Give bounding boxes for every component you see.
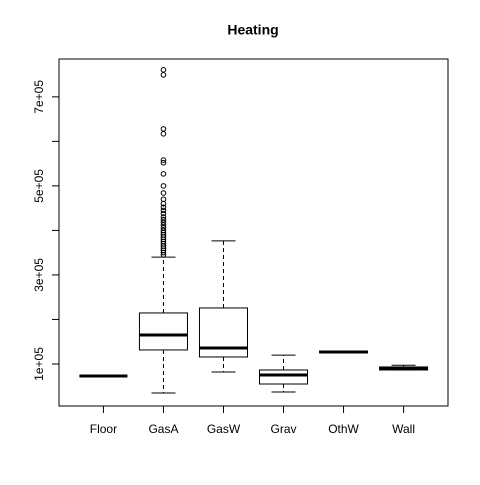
outlier bbox=[160, 214, 167, 220]
y-tick-label: 5e+05 bbox=[32, 169, 46, 203]
x-tick-label: OthW bbox=[328, 422, 359, 436]
x-tick-label: GasW bbox=[207, 422, 241, 436]
box bbox=[138, 312, 188, 351]
plot-frame bbox=[58, 58, 449, 407]
outlier bbox=[160, 252, 167, 258]
y-tick-label: 7e+05 bbox=[32, 80, 46, 114]
box bbox=[259, 369, 309, 385]
outlier bbox=[160, 210, 167, 217]
outlier bbox=[160, 204, 167, 211]
outlier bbox=[160, 200, 167, 207]
outlier bbox=[160, 249, 167, 256]
y-tick-label: 1e+05 bbox=[32, 347, 46, 381]
chart-title: Heating bbox=[227, 22, 278, 38]
outlier bbox=[160, 130, 167, 137]
x-tick-label: GasA bbox=[148, 422, 178, 436]
x-tick-label: Grav bbox=[271, 422, 297, 436]
outlier bbox=[160, 190, 167, 196]
outlier bbox=[160, 216, 167, 223]
outlier bbox=[160, 171, 167, 177]
outlier bbox=[160, 157, 167, 163]
x-tick-label: Wall bbox=[392, 422, 415, 436]
x-tick-label: Floor bbox=[90, 422, 117, 436]
outlier bbox=[160, 222, 167, 228]
outlier bbox=[160, 219, 167, 226]
outlier bbox=[160, 159, 167, 166]
y-tick-label: 3e+05 bbox=[32, 258, 46, 292]
box bbox=[198, 307, 248, 358]
outlier bbox=[160, 183, 167, 189]
outlier bbox=[160, 207, 167, 214]
outlier bbox=[160, 72, 167, 78]
